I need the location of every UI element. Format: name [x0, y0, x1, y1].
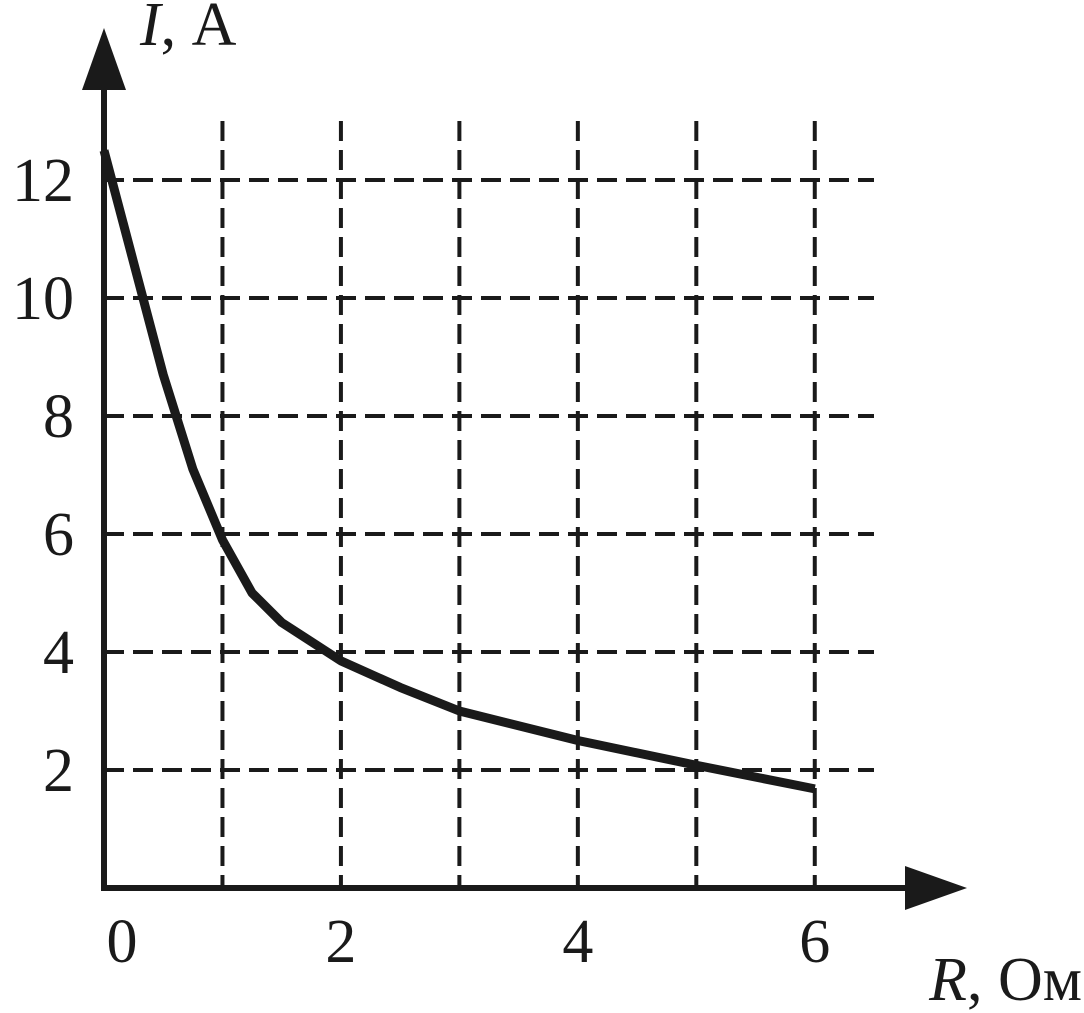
y-axis-label: I, А — [139, 0, 237, 59]
y-tick-label: 4 — [43, 619, 74, 687]
y-tick-label: 2 — [43, 737, 74, 805]
x-tick-label: 4 — [562, 908, 593, 976]
y-tick-label: 12 — [12, 147, 74, 215]
x-tick-label: 0 — [107, 908, 138, 976]
x-axis-label: R, Ом — [928, 946, 1082, 1013]
y-tick-label: 10 — [12, 265, 74, 333]
grid — [104, 121, 874, 888]
y-axis-arrow — [82, 28, 126, 90]
data-line — [99, 149, 816, 794]
y-tick-label: 6 — [43, 501, 74, 569]
y-tick-label: 8 — [43, 383, 74, 451]
x-tick-label: 2 — [325, 908, 356, 976]
x-tick-label: 6 — [799, 908, 830, 976]
x-axis-arrow — [905, 866, 967, 910]
